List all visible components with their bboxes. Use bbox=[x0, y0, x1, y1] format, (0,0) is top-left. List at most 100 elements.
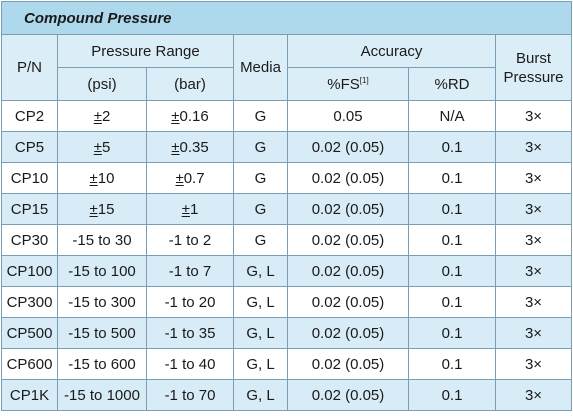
cell-fs: 0.02 (0.05) bbox=[287, 379, 409, 411]
header-bar: (bar) bbox=[146, 67, 234, 101]
cell-media: G bbox=[233, 193, 288, 225]
cell-bar: ±0.7 bbox=[146, 162, 234, 194]
header-psi: (psi) bbox=[57, 67, 147, 101]
cell-fs: 0.02 (0.05) bbox=[287, 131, 409, 163]
cell-psi: -15 to 30 bbox=[57, 224, 147, 256]
cell-fs: 0.02 (0.05) bbox=[287, 286, 409, 318]
cell-psi: ±2 bbox=[57, 100, 147, 132]
cell-bar: -1 to 70 bbox=[146, 379, 234, 411]
cell-media: G, L bbox=[233, 348, 288, 380]
cell-media: G, L bbox=[233, 286, 288, 318]
cell-rd: 0.1 bbox=[408, 286, 496, 318]
cell-burst: 3× bbox=[494, 131, 573, 163]
cell-media: G bbox=[233, 100, 288, 132]
cell-psi: ±15 bbox=[57, 193, 147, 225]
cell-psi-value: 15 bbox=[97, 200, 115, 218]
table-row: CP5 ±5 ±0.35 G 0.02 (0.05) 0.1 3× bbox=[1, 131, 573, 163]
cell-psi: -15 to 100 bbox=[57, 255, 147, 287]
cell-bar: -1 to 2 bbox=[146, 224, 234, 256]
header-fs-label: %FS bbox=[327, 75, 360, 93]
cell-fs: 0.02 (0.05) bbox=[287, 255, 409, 287]
cell-bar: ±0.35 bbox=[146, 131, 234, 163]
cell-pn: CP10 bbox=[1, 162, 58, 194]
header-pn: P/N bbox=[1, 34, 58, 101]
header-burst-line2: Pressure bbox=[503, 68, 564, 86]
plus-minus-symbol: ± bbox=[93, 107, 102, 125]
cell-bar-value: 0.35 bbox=[179, 138, 209, 156]
plus-minus-symbol: ± bbox=[171, 107, 180, 125]
cell-fs: 0.02 (0.05) bbox=[287, 193, 409, 225]
cell-pn: CP30 bbox=[1, 224, 58, 256]
table-row: CP300 -15 to 300 -1 to 20 G, L 0.02 (0.05) 0.… bbox=[1, 286, 573, 318]
header-burst-pressure: Burst Pressure bbox=[494, 34, 573, 101]
cell-bar: ±0.16 bbox=[146, 100, 234, 132]
cell-pn: CP15 bbox=[1, 193, 58, 225]
plus-minus-symbol: ± bbox=[93, 138, 102, 156]
cell-rd: 0.1 bbox=[408, 379, 496, 411]
cell-psi-value: 2 bbox=[101, 107, 111, 125]
cell-burst: 3× bbox=[494, 255, 573, 287]
cell-pn: CP600 bbox=[1, 348, 58, 380]
plus-minus-symbol: ± bbox=[175, 169, 184, 187]
cell-psi: -15 to 1000 bbox=[57, 379, 147, 411]
header-pressure-range: Pressure Range bbox=[57, 34, 234, 68]
cell-media: G bbox=[233, 131, 288, 163]
cell-media: G bbox=[233, 162, 288, 194]
cell-psi: -15 to 500 bbox=[57, 317, 147, 349]
cell-fs: 0.05 bbox=[287, 100, 409, 132]
cell-burst: 3× bbox=[494, 379, 573, 411]
table-row: CP30 -15 to 30 -1 to 2 G 0.02 (0.05) 0.1 3× bbox=[1, 224, 573, 256]
cell-bar: -1 to 20 bbox=[146, 286, 234, 318]
cell-media: G bbox=[233, 224, 288, 256]
cell-fs: 0.02 (0.05) bbox=[287, 162, 409, 194]
cell-pn: CP1K bbox=[1, 379, 58, 411]
cell-rd: 0.1 bbox=[408, 348, 496, 380]
cell-pn: CP5 bbox=[1, 131, 58, 163]
cell-bar: -1 to 40 bbox=[146, 348, 234, 380]
cell-rd: 0.1 bbox=[408, 255, 496, 287]
table-row: CP2 ±2 ±0.16 G 0.05 N/A 3× bbox=[1, 100, 573, 132]
header-rd: %RD bbox=[408, 67, 496, 101]
cell-pn: CP500 bbox=[1, 317, 58, 349]
header-fs: %FS[1] bbox=[287, 67, 409, 101]
cell-pn: CP100 bbox=[1, 255, 58, 287]
plus-minus-symbol: ± bbox=[89, 200, 98, 218]
table-body: CP2 ±2 ±0.16 G 0.05 N/A 3× CP5 ±5 ±0.35 G 0.02 (0.0… bbox=[1, 100, 573, 411]
cell-rd: 0.1 bbox=[408, 131, 496, 163]
cell-rd: 0.1 bbox=[408, 193, 496, 225]
table-row: CP100 -15 to 100 -1 to 7 G, L 0.02 (0.05) 0.1… bbox=[1, 255, 573, 287]
cell-psi: ±10 bbox=[57, 162, 147, 194]
table-row: CP15 ±15 ±1 G 0.02 (0.05) 0.1 3× bbox=[1, 193, 573, 225]
cell-rd: 0.1 bbox=[408, 224, 496, 256]
table-title: Compound Pressure bbox=[0, 1, 573, 35]
cell-psi-value: 10 bbox=[97, 169, 115, 187]
header-accuracy: Accuracy bbox=[287, 34, 496, 68]
header-media: Media bbox=[233, 34, 288, 101]
table-row: CP1K -15 to 1000 -1 to 70 G, L 0.02 (0.05) 0.… bbox=[1, 379, 573, 411]
cell-bar-value: 1 bbox=[189, 200, 199, 218]
table-row: CP600 -15 to 600 -1 to 40 G, L 0.02 (0.05) 0.… bbox=[1, 348, 573, 380]
cell-bar-value: 0.7 bbox=[183, 169, 205, 187]
cell-psi: ±5 bbox=[57, 131, 147, 163]
cell-bar: ±1 bbox=[146, 193, 234, 225]
header-burst-line1: Burst bbox=[516, 49, 552, 67]
cell-bar: -1 to 7 bbox=[146, 255, 234, 287]
cell-burst: 3× bbox=[494, 317, 573, 349]
cell-burst: 3× bbox=[494, 193, 573, 225]
cell-rd: 0.1 bbox=[408, 162, 496, 194]
cell-burst: 3× bbox=[494, 286, 573, 318]
cell-psi: -15 to 300 bbox=[57, 286, 147, 318]
cell-bar-value: 0.16 bbox=[179, 107, 209, 125]
cell-burst: 3× bbox=[494, 100, 573, 132]
cell-burst: 3× bbox=[494, 224, 573, 256]
cell-media: G, L bbox=[233, 255, 288, 287]
footnote-marker: [1] bbox=[359, 75, 369, 85]
cell-fs: 0.02 (0.05) bbox=[287, 348, 409, 380]
cell-burst: 3× bbox=[494, 162, 573, 194]
cell-psi: -15 to 600 bbox=[57, 348, 147, 380]
cell-pn: CP300 bbox=[1, 286, 58, 318]
cell-fs: 0.02 (0.05) bbox=[287, 224, 409, 256]
cell-media: G, L bbox=[233, 379, 288, 411]
plus-minus-symbol: ± bbox=[171, 138, 180, 156]
